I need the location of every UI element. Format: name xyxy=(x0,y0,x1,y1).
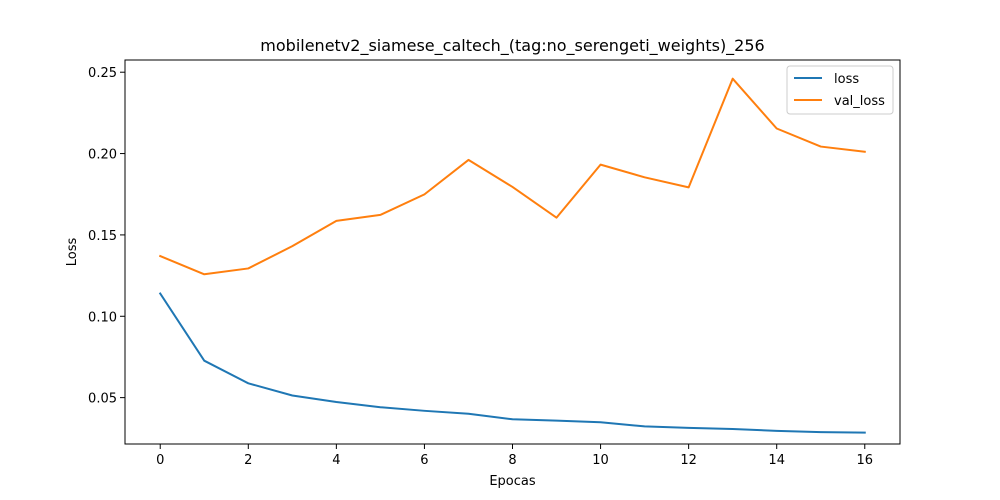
plot-area xyxy=(125,60,900,444)
x-tick-label: 10 xyxy=(592,453,609,468)
series-layer xyxy=(158,77,866,434)
x-tick-label: 16 xyxy=(856,453,873,468)
x-tick-label: 6 xyxy=(420,453,428,468)
x-tick-label: 0 xyxy=(156,453,164,468)
x-axis-label: Epocas xyxy=(489,474,536,489)
chart-title: mobilenetv2_siamese_caltech_(tag:no_sere… xyxy=(260,36,764,56)
y-tick-label: 0.05 xyxy=(88,392,117,407)
y-tick-label: 0.25 xyxy=(88,66,117,81)
x-tick-label: 8 xyxy=(508,453,516,468)
y-tick-label: 0.15 xyxy=(88,229,117,244)
x-tick-label: 4 xyxy=(332,453,340,468)
plot-frame xyxy=(124,59,901,445)
legend-label-val-loss: val_loss xyxy=(834,94,885,109)
x-tick-label: 14 xyxy=(768,453,785,468)
x-tick-label: 12 xyxy=(680,453,697,468)
legend: loss val_loss xyxy=(786,65,894,115)
y-tick-label: 0.10 xyxy=(88,310,117,325)
tick-layer: 0 2 4 6 8 10 12 14 16 0.05 0.10 0.15 0.20 0.25 xyxy=(88,66,873,468)
y-axis-label: Loss xyxy=(65,238,80,267)
series-line-loss xyxy=(158,292,866,434)
x-tick-label: 2 xyxy=(244,453,252,468)
y-tick-label: 0.20 xyxy=(88,148,117,163)
series-line-val-loss xyxy=(158,77,866,276)
legend-label-loss: loss xyxy=(834,72,859,87)
